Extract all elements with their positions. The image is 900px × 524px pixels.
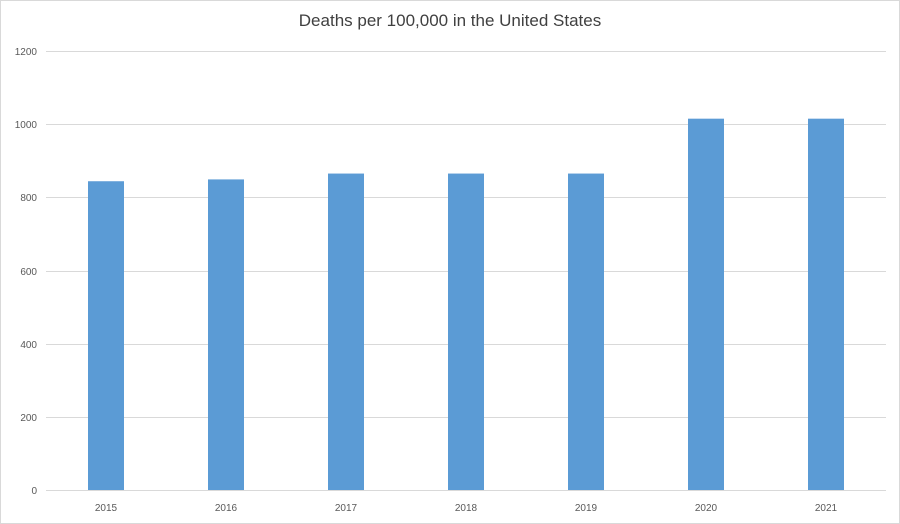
y-tick-label: 1000 (15, 120, 38, 131)
y-tick-label: 800 (20, 193, 37, 204)
bar-2018 (448, 173, 484, 490)
x-tick-label: 2018 (455, 503, 478, 514)
chart-title: Deaths per 100,000 in the United States (298, 11, 602, 30)
x-axis-ticks: 2015 2016 2017 2018 2019 2020 2021 (95, 503, 838, 514)
bar-2019 (568, 173, 604, 490)
bar-2016 (208, 179, 244, 490)
x-tick-label: 2019 (575, 503, 598, 514)
x-tick-label: 2021 (815, 503, 838, 514)
bar-2020 (688, 118, 724, 490)
bar-2017 (328, 173, 364, 490)
x-tick-label: 2015 (95, 503, 118, 514)
y-axis-ticks: 0 200 400 600 800 1000 1200 (15, 47, 38, 497)
y-tick-label: 0 (31, 486, 37, 497)
bars (88, 118, 844, 490)
x-tick-label: 2016 (215, 503, 238, 514)
y-tick-label: 200 (20, 413, 37, 424)
y-tick-label: 600 (20, 267, 37, 278)
y-tick-label: 400 (20, 340, 37, 351)
bar-2021 (808, 118, 844, 490)
x-tick-label: 2017 (335, 503, 358, 514)
bar-2015 (88, 181, 124, 490)
y-tick-label: 1200 (15, 47, 38, 58)
x-tick-label: 2020 (695, 503, 718, 514)
